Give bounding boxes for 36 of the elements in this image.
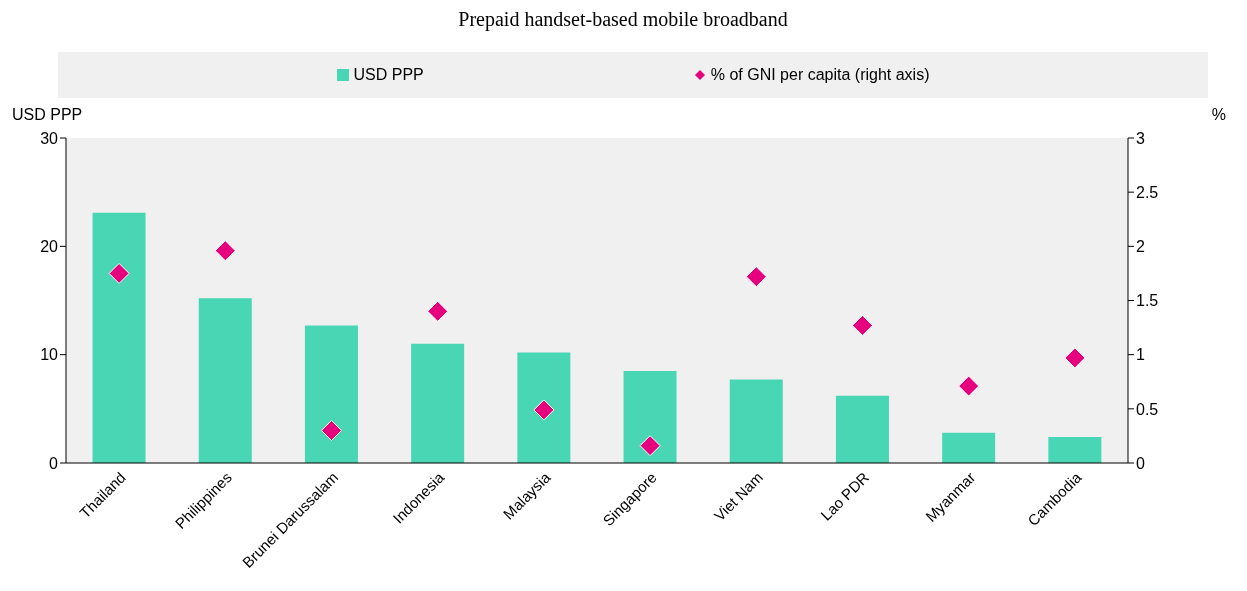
point bbox=[745, 266, 767, 288]
chart-title: Prepaid handset-based mobile broadband bbox=[457, 8, 789, 31]
point bbox=[321, 420, 342, 441]
bar bbox=[304, 325, 358, 463]
y2-tick-label: 2 bbox=[1136, 238, 1145, 256]
bar bbox=[623, 370, 677, 463]
bar bbox=[92, 212, 146, 463]
bar bbox=[729, 379, 783, 463]
bar bbox=[198, 298, 252, 463]
y2-tick-label: 0.5 bbox=[1136, 400, 1159, 418]
point bbox=[533, 399, 555, 421]
bar bbox=[517, 352, 571, 463]
y-tick-label: 30 bbox=[40, 129, 59, 147]
point bbox=[108, 262, 130, 284]
bar bbox=[1048, 437, 1102, 463]
legend-label: % of GNI per capita (right axis) bbox=[710, 66, 930, 84]
y2-tick-label: 3 bbox=[1136, 129, 1145, 147]
y-tick-label: 10 bbox=[40, 346, 59, 364]
y2-axis-title: % bbox=[1211, 106, 1226, 124]
point bbox=[1064, 347, 1086, 369]
bar bbox=[835, 395, 889, 463]
point bbox=[639, 435, 661, 457]
point bbox=[214, 240, 236, 262]
bar bbox=[411, 343, 465, 463]
bar bbox=[942, 432, 996, 463]
point bbox=[958, 375, 980, 397]
legend-label: USD PPP bbox=[353, 66, 424, 84]
y2-tick-label: 2.5 bbox=[1136, 183, 1159, 201]
y-axis-title: USD PPP bbox=[12, 106, 83, 124]
point bbox=[427, 300, 449, 322]
y2-tick-label: 1 bbox=[1136, 346, 1145, 364]
y2-tick-label: 0 bbox=[1136, 454, 1145, 472]
y2-tick-label: 1.5 bbox=[1136, 292, 1159, 310]
point bbox=[852, 314, 873, 336]
y-tick-label: 0 bbox=[49, 454, 59, 472]
y-tick-label: 20 bbox=[40, 238, 59, 256]
